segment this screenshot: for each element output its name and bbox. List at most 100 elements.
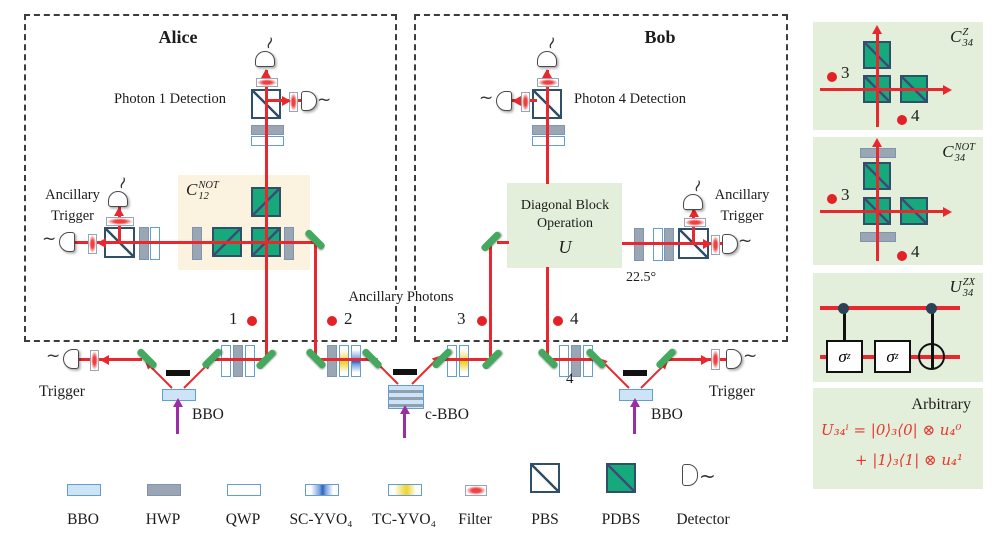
gate-sub: 12 xyxy=(198,191,209,203)
detector-fiber: ~ xyxy=(46,346,61,366)
right-trigger-label: Trigger xyxy=(709,383,755,400)
hwp xyxy=(634,228,644,261)
tc-yvo4 xyxy=(339,345,349,377)
photon2-src-beam xyxy=(318,358,372,361)
detector xyxy=(683,194,703,210)
gate-symbol: U xyxy=(949,277,962,296)
gate-sup: z xyxy=(894,351,899,362)
filter xyxy=(711,235,720,255)
detector xyxy=(726,349,742,369)
legend-filter-label: Filter xyxy=(458,511,492,528)
photon2-beam xyxy=(314,240,317,360)
photon3-number: 3 xyxy=(841,185,850,204)
c12not-label: C NOT 12 xyxy=(186,180,219,203)
photon3-number: 3 xyxy=(841,63,850,82)
legend-hwp-icon xyxy=(147,484,181,496)
u34zx-label: U ZX 34 xyxy=(949,277,975,300)
photon3-beam xyxy=(489,244,492,362)
beam-arrow-up xyxy=(689,208,699,217)
u-operation-box xyxy=(507,183,622,268)
photon4-beam xyxy=(546,70,549,184)
control-line xyxy=(931,308,934,369)
left-trigger-label: Trigger xyxy=(39,383,85,400)
photon2-number: 2 xyxy=(344,309,353,328)
detector-fiber: ~ xyxy=(738,231,753,251)
ubox-line1: Diagonal Block xyxy=(520,198,610,213)
qwp xyxy=(532,136,565,146)
pump-beam xyxy=(176,404,179,434)
photon3-dot xyxy=(827,194,837,204)
bob-ancillary-label-2: Trigger xyxy=(720,208,764,224)
beam-dump xyxy=(166,370,190,376)
detector xyxy=(301,91,317,111)
qwp xyxy=(150,227,160,260)
pump-beam xyxy=(403,411,406,438)
photon4-src-beam xyxy=(550,358,596,361)
gate-sub: 34 xyxy=(962,38,974,50)
alice-ancillary-label-2: Trigger xyxy=(51,208,94,224)
alice-box xyxy=(24,14,397,342)
qwp xyxy=(221,345,231,377)
bob-ancillary-label-1: Ancillary xyxy=(714,187,770,203)
c34not-label: C NOT 34 xyxy=(942,142,975,165)
legend-tc-yvo4-icon xyxy=(388,484,422,496)
formula-line1: U₃₄ⁱ = |0⟩₃⟨0| ⊗ u₄⁰ xyxy=(821,421,962,439)
bob-box xyxy=(414,14,788,342)
hwp xyxy=(192,227,202,260)
qwp xyxy=(251,136,284,146)
filter xyxy=(711,349,720,370)
cnot-target xyxy=(918,343,945,370)
photon3-src-beam xyxy=(444,358,492,361)
photon4-lower-beam xyxy=(546,267,549,362)
hwp xyxy=(532,125,565,135)
control-line xyxy=(843,308,846,341)
detector xyxy=(108,191,128,207)
pump-arrow xyxy=(173,398,183,407)
panel-arbitrary: Arbitrary U₃₄ⁱ = |0⟩₃⟨0| ⊗ u₄⁰ + |1⟩₃⟨1|… xyxy=(813,388,983,489)
beam-arrow-up xyxy=(872,25,882,34)
gate-sup: Z xyxy=(962,27,969,38)
photon1-dot xyxy=(247,316,257,326)
detector xyxy=(59,232,75,252)
beam-arrow-up xyxy=(542,69,552,78)
detector-fiber: ~ xyxy=(479,88,494,108)
detector xyxy=(255,51,275,67)
legend-detector-label: Detector xyxy=(676,511,730,528)
detector-fiber: ~ xyxy=(42,229,57,249)
detector-fiber: ~ xyxy=(317,90,332,110)
gate-symbol: σ xyxy=(886,346,895,366)
beam-arrow-up xyxy=(114,207,124,216)
photon3-number: 3 xyxy=(457,309,466,328)
photon3-dot xyxy=(477,316,487,326)
hwp xyxy=(327,345,337,377)
legend-pbs-label: PBS xyxy=(531,511,559,528)
control-dot xyxy=(838,303,849,314)
legend-pbs-icon xyxy=(530,463,560,493)
alice-title: Alice xyxy=(158,27,198,47)
beam-arrow-right xyxy=(701,355,710,365)
beam-dump xyxy=(623,370,647,376)
bob-title: Bob xyxy=(644,27,676,47)
filter xyxy=(537,78,559,87)
legend-sc-yvo4-icon xyxy=(305,484,339,496)
qwp xyxy=(653,228,663,261)
pump-arrow xyxy=(630,398,640,407)
ancillary-photons-label: Ancillary Photons xyxy=(336,289,466,306)
trigger-beam-right xyxy=(668,358,730,361)
c-bbo-label: c-BBO xyxy=(425,406,469,423)
beam-arrow-up xyxy=(872,138,882,147)
panel-c34not: C NOT 34 3 4 xyxy=(813,137,983,265)
hwp xyxy=(284,227,294,260)
beam-arrow-left xyxy=(100,355,109,365)
photon4-number: 4 xyxy=(570,309,579,328)
detector-fiber: ~ xyxy=(743,346,758,366)
detector xyxy=(537,51,557,67)
gate-sub: 34 xyxy=(954,153,966,165)
legend-detector-icon xyxy=(682,464,698,486)
gate-symbol: C xyxy=(950,27,962,46)
filter xyxy=(684,218,706,227)
formula-line2: + |1⟩₃⟨1| ⊗ u₄¹ xyxy=(855,451,964,469)
gate-symbol: C xyxy=(186,180,198,199)
photon1-number: 1 xyxy=(229,309,238,328)
